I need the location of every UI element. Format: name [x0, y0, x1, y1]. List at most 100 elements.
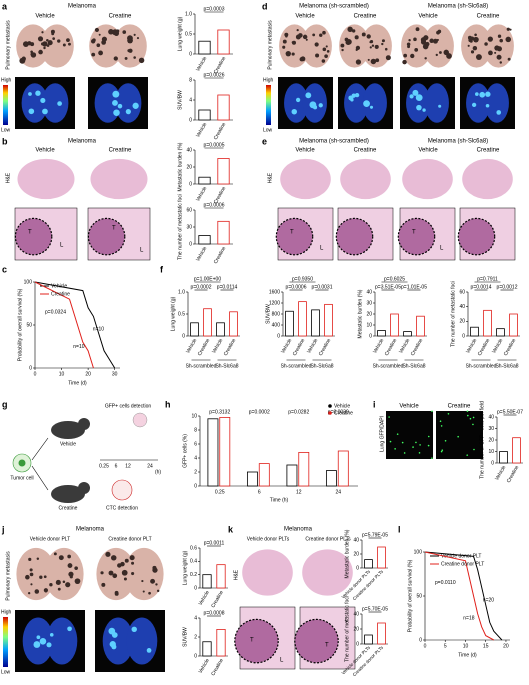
y-tick-label: 0: [419, 637, 422, 643]
pet-signal: [22, 617, 54, 665]
y-tick-label: 40: [488, 414, 494, 420]
metastasis-spot: [439, 51, 442, 54]
bar: [377, 622, 386, 645]
metastasis-spot: [302, 34, 308, 40]
pet-hotspot: [57, 101, 62, 106]
metastasis-spot: [28, 557, 32, 561]
metastasis-spot: [62, 43, 66, 47]
group-label: Vehicle: [399, 404, 419, 410]
x-tick-label: 5: [444, 643, 447, 649]
x-tick-label: 6: [258, 489, 261, 495]
x-tick-label: Vehicle: [195, 55, 208, 72]
color-scale: [3, 85, 8, 125]
p-value: p=0.0006: [204, 202, 225, 208]
p-value: p=0.9350: [292, 276, 313, 282]
diagram-label: Tumor cell: [10, 475, 33, 481]
p-value: p=1.00E+00: [194, 276, 221, 282]
metastasis-spot: [58, 555, 64, 561]
gfp-cell: [472, 416, 475, 419]
group-label: Sh-Slc6a8: [215, 363, 238, 369]
group-label: Vehicle: [418, 14, 438, 20]
y-tick-label: 10: [191, 413, 197, 419]
metastasis-spot: [101, 582, 106, 587]
metastasis-spot: [138, 57, 145, 64]
p-value: p=0.0003: [204, 6, 225, 12]
group-label: Creatine: [477, 148, 500, 154]
bar: [390, 313, 399, 337]
x-tick-label: 24: [335, 489, 341, 495]
pet-hotspot: [113, 109, 120, 116]
bar: [217, 220, 230, 245]
p-value: p=0.3132: [209, 409, 230, 415]
gfp-cell: [473, 448, 475, 451]
y-tick-label: 20: [353, 626, 359, 632]
p-value: p=1.01E-05: [401, 284, 427, 290]
bar: [198, 109, 211, 121]
gfp-cell: [447, 412, 450, 415]
row-label: H&E: [267, 172, 273, 183]
annotation: p=0.0110: [435, 580, 456, 586]
y-axis-label: SUV/BW: [177, 90, 183, 110]
gfp-cell: [440, 425, 443, 427]
y-tick-label: 0: [189, 51, 192, 57]
y-axis-label: Lung weight (g): [170, 296, 176, 331]
metastasis-spot: [296, 29, 299, 32]
metastasis-spot: [413, 37, 417, 42]
group-label: Vehicle: [295, 148, 315, 154]
legend-label: Creatine: [51, 291, 70, 297]
y-tick-label: 0: [369, 333, 372, 339]
lung-photo: [461, 24, 492, 68]
group-label: Vehicle: [418, 148, 438, 154]
y-tick-label: 0: [189, 241, 192, 247]
group-label: Vehicle: [35, 14, 55, 20]
x-tick-label: Vehicle: [198, 657, 211, 674]
metastasis-spot: [148, 591, 151, 595]
x-tick-label: Vehicle: [306, 337, 319, 354]
y-tick-label: 1600: [269, 289, 280, 295]
legend-label: Vehicle: [51, 283, 67, 289]
panel-label: l: [398, 524, 401, 534]
metastasis-spot: [322, 30, 326, 35]
metastasis-spot: [68, 571, 74, 577]
metastasis-spot: [366, 34, 371, 39]
metastasis-spot: [295, 34, 301, 40]
p-value: p=5.79E-05: [362, 532, 388, 538]
metastasis-spot: [27, 592, 31, 595]
panel-label: h: [165, 399, 171, 409]
metastasis-spot: [355, 59, 362, 65]
x-tick-label: Vehicle: [280, 337, 293, 354]
images: [14, 24, 516, 672]
survival-line: [424, 551, 495, 641]
metastasis-spot: [121, 569, 128, 576]
bar: [298, 451, 310, 487]
gfp-cell: [457, 435, 459, 438]
bar: [324, 303, 333, 337]
metastasis-spot: [291, 52, 295, 56]
tumor-label: T: [112, 226, 116, 232]
lung-photo: [124, 547, 164, 601]
y-axis-label: Lung weight (g): [182, 550, 188, 585]
bar: [203, 308, 212, 337]
x-tick-label: Vehicle: [211, 337, 224, 354]
bar: [416, 315, 425, 337]
y-tick-label: 20: [353, 551, 359, 557]
panel-label: k: [228, 524, 234, 534]
bar: [325, 470, 337, 487]
he-tissue: [17, 158, 75, 200]
group-label: Creatine: [354, 148, 377, 154]
pet-hotspot: [112, 90, 120, 98]
pet-signal: [126, 617, 158, 665]
pet-signal: [406, 83, 431, 123]
x-tick-label: Creatine: [318, 337, 333, 357]
group-label: Creatine: [354, 14, 377, 20]
x-tick-label: Vehicle: [195, 245, 208, 262]
metastasis-spot: [407, 45, 411, 49]
y-tick-label: 20: [186, 164, 192, 170]
metastasis-spot: [98, 50, 103, 56]
p-value: p=0.6025: [384, 276, 405, 282]
metastasis-spot: [49, 582, 53, 587]
metastasis-spot: [29, 572, 34, 577]
x-axis-label: Time (h): [270, 497, 289, 503]
y-tick-label: 1.0: [178, 289, 185, 295]
y-tick-label: 30: [186, 224, 192, 230]
